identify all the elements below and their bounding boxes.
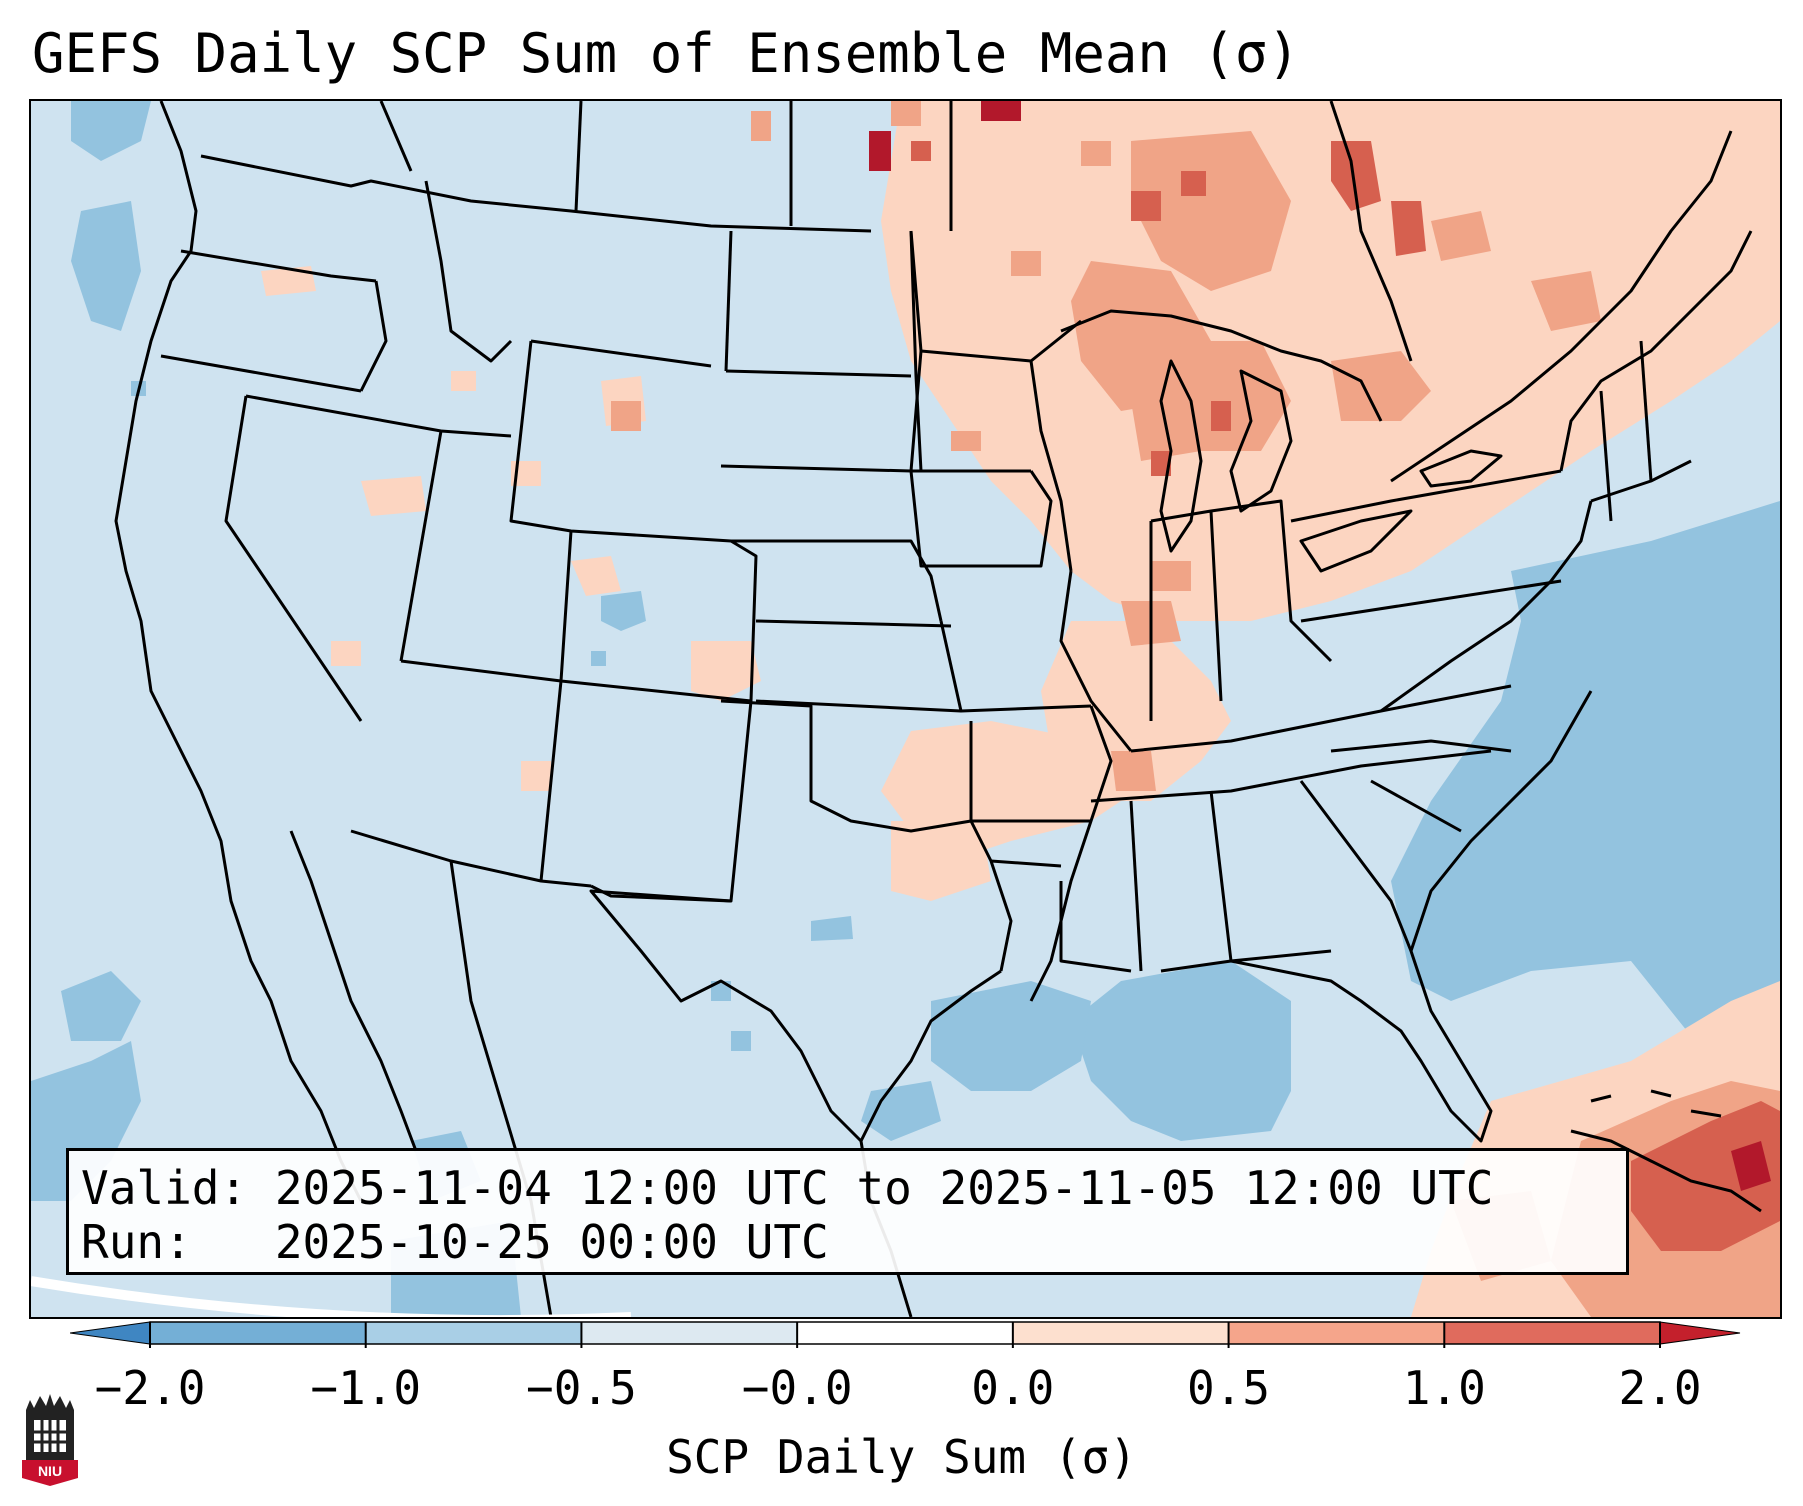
- colorbar: [70, 1321, 1741, 1348]
- geographic-boundaries: [114, 101, 1753, 1317]
- projection-edge: [31, 1276, 631, 1317]
- colorbar-segment: [150, 1322, 366, 1344]
- colorbar-ticks: [149, 1322, 1661, 1348]
- valid-time-text: Valid: 2025-11-04 12:00 UTC to 2025-11-0…: [81, 1161, 1494, 1215]
- strong-positive-layer: [911, 141, 1780, 1251]
- colorbar-extend-high: [1659, 1321, 1741, 1345]
- colorbar-segment: [581, 1322, 798, 1344]
- colorbar-segment: [797, 1322, 1013, 1344]
- colorbar-blocks: [149, 1321, 1661, 1345]
- colorbar-tick-label: 0.0: [971, 1361, 1055, 1415]
- logo-text: NIU: [38, 1463, 62, 1479]
- map-panel: [29, 99, 1782, 1319]
- colorbar-label: SCP Daily Sum (σ): [666, 1430, 1137, 1484]
- colorbar-tick-label: −0.0: [741, 1361, 853, 1415]
- niu-logo: NIU: [22, 1394, 78, 1486]
- validity-info-box: Valid: 2025-11-04 12:00 UTC to 2025-11-0…: [66, 1148, 1629, 1275]
- colorbar-tick-label: −1.0: [310, 1361, 422, 1415]
- colorbar-segment: [1012, 1322, 1229, 1344]
- caribbean-islands: [1570, 1089, 1762, 1213]
- map-title: GEFS Daily SCP Sum of Ensemble Mean (σ): [32, 22, 1300, 85]
- colorbar-tick-label: 0.5: [1187, 1361, 1271, 1415]
- colorbar-extend-low: [70, 1321, 151, 1345]
- colorbar-tick-label: −0.5: [526, 1361, 637, 1415]
- extreme-positive-layer: [869, 101, 1771, 1191]
- run-time-text: Run: 2025-10-25 00:00 UTC: [81, 1215, 829, 1269]
- colorbar-segment: [1444, 1322, 1660, 1344]
- colorbar-segment: [365, 1322, 582, 1344]
- colorbar-tick-label: 2.0: [1618, 1361, 1702, 1415]
- colorbar-tick-label: −2.0: [94, 1361, 206, 1415]
- colorbar-tick-label: 1.0: [1402, 1361, 1486, 1415]
- colorbar-segment: [1228, 1322, 1445, 1344]
- map-canvas: [31, 101, 1780, 1317]
